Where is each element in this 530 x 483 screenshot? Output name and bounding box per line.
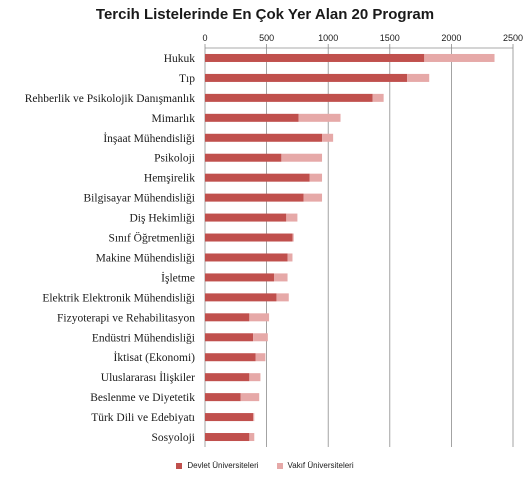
category-label: Bilgisayar Mühendisliği <box>84 193 195 205</box>
category-label: Beslenme ve Diyetetik <box>90 392 195 404</box>
bar-vakif <box>276 293 289 302</box>
category-label: Diş Hekimliği <box>130 213 196 225</box>
bar-vakif <box>286 213 298 222</box>
x-tick-label: 0 <box>202 33 207 43</box>
legend-item-vakif: Vakıf Üniversiteleri <box>276 461 354 470</box>
bar-vakif <box>322 133 334 142</box>
category-label: Sınıf Öğretmenliği <box>108 231 195 245</box>
x-tick-label: 1000 <box>318 33 338 43</box>
bar-devlet <box>205 133 323 142</box>
bar-vakif <box>298 113 341 122</box>
legend-label-vakif: Vakıf Üniversiteleri <box>287 461 354 470</box>
bar-devlet <box>205 53 425 62</box>
category-label: Rehberlik ve Psikolojik Danışmanlık <box>25 93 195 105</box>
legend-swatch-vakif <box>276 462 283 469</box>
x-tick-label: 500 <box>259 33 274 43</box>
bar-vakif <box>281 153 323 162</box>
bar-devlet <box>205 313 250 322</box>
bar-vakif <box>249 373 261 382</box>
bar-devlet <box>205 233 293 242</box>
bar-devlet <box>205 333 254 342</box>
bar-devlet <box>205 113 299 122</box>
x-tick-label: 2500 <box>503 33 523 43</box>
bar-devlet <box>205 153 282 162</box>
category-label: Uluslararası İlişkiler <box>101 370 195 384</box>
bar-devlet <box>205 413 254 422</box>
bar-vakif <box>407 73 430 82</box>
category-label: Hemşirelik <box>144 173 195 185</box>
bar-vakif <box>287 253 293 262</box>
bar-vakif <box>240 393 260 402</box>
bar-devlet <box>205 433 250 442</box>
bar-vakif <box>424 53 495 62</box>
category-label: Tıp <box>179 73 195 85</box>
category-label: İşletme <box>161 270 195 284</box>
bar-vakif <box>249 433 255 442</box>
category-label: Endüstri Mühendisliği <box>92 332 195 344</box>
bar-vakif <box>253 413 255 422</box>
bar-vakif <box>249 313 270 322</box>
bar-vakif <box>309 173 323 182</box>
category-label: Makine Mühendisliği <box>96 252 195 264</box>
chart-title: Tercih Listelerinde En Çok Yer Alan 20 P… <box>95 6 435 23</box>
category-label: Elektrik Elektronik Mühendisliği <box>42 292 195 304</box>
legend-swatch-devlet <box>176 462 183 469</box>
category-label: Türk Dili ve Edebiyatı <box>91 412 195 424</box>
bar-devlet <box>205 73 408 82</box>
category-label: Hukuk <box>164 53 196 65</box>
bar-devlet <box>205 173 310 182</box>
bar-vakif <box>372 93 384 102</box>
category-label: Mimarlık <box>152 113 196 125</box>
bar-devlet <box>205 393 241 402</box>
bar-devlet <box>205 253 288 262</box>
bar-devlet <box>205 273 274 282</box>
bar-vakif <box>303 193 323 202</box>
category-label: Sosyoloji <box>152 432 195 444</box>
category-label: Psikoloji <box>154 153 195 165</box>
x-tick-label: 2000 <box>441 33 461 43</box>
category-label: Fizyoterapi ve Rehabilitasyon <box>57 312 195 324</box>
legend-label-devlet: Devlet Üniversiteleri <box>187 461 259 470</box>
bar-vakif <box>255 353 266 362</box>
bar-vakif <box>253 333 268 342</box>
bar-devlet <box>205 93 373 102</box>
chart-legend: Devlet Üniversiteleri Vakıf Üniversitele… <box>0 461 530 470</box>
bar-devlet <box>205 193 304 202</box>
category-label: İktisat (Ekonomi) <box>114 350 196 364</box>
category-label: İnşaat Mühendisliği <box>103 131 195 145</box>
bar-devlet <box>205 213 287 222</box>
legend-item-devlet: Devlet Üniversiteleri <box>176 461 259 470</box>
bar-vakif <box>273 273 288 282</box>
bar-devlet <box>205 373 250 382</box>
bar-devlet <box>205 293 277 302</box>
bar-vakif <box>292 233 294 242</box>
bar-devlet <box>205 353 256 362</box>
x-tick-label: 1500 <box>380 33 400 43</box>
